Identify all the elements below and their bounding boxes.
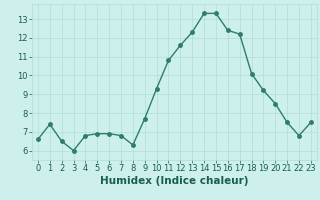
X-axis label: Humidex (Indice chaleur): Humidex (Indice chaleur) — [100, 176, 249, 186]
